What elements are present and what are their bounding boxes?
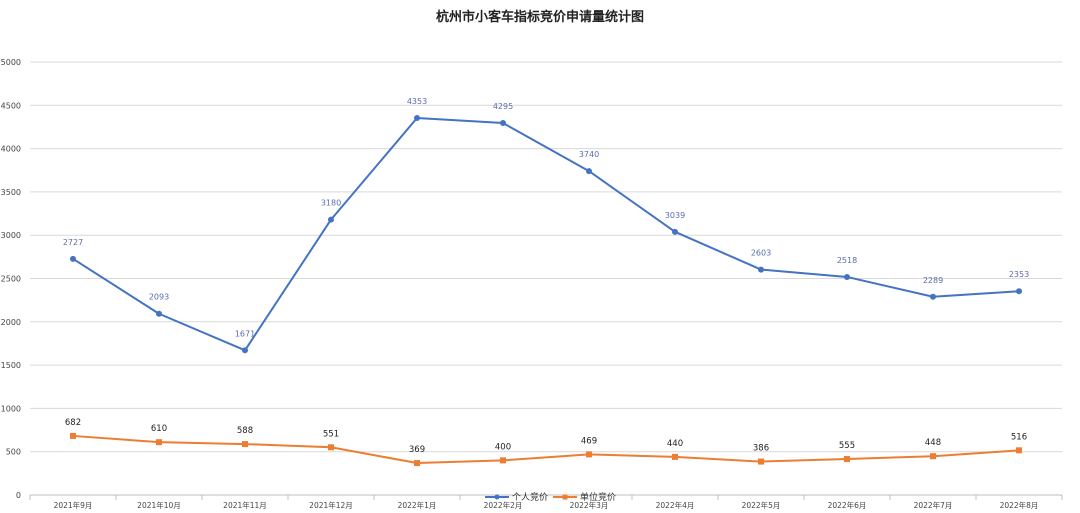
y-tick-label: 1000	[1, 404, 21, 413]
data-labels: 2727 2093 1671 3180 4353 4295 3740 3039 2603 2518…	[63, 97, 1029, 455]
y-tick-label: 4500	[1, 101, 21, 110]
data-label: 2353	[1009, 270, 1029, 279]
data-point	[328, 216, 334, 223]
x-tick-label: 2022年7月	[914, 500, 953, 510]
data-label: 440	[667, 439, 683, 449]
data-label: 516	[1011, 432, 1027, 442]
legend-marker	[562, 494, 568, 500]
data-point	[500, 120, 506, 127]
x-tick-label: 2022年8月	[1000, 500, 1039, 510]
x-tick-label: 2022年5月	[742, 500, 781, 510]
data-point	[758, 458, 764, 465]
data-label: 469	[581, 436, 597, 446]
data-point	[242, 441, 248, 448]
data-label: 682	[65, 418, 81, 428]
data-point	[156, 310, 162, 317]
y-tick-label: 0	[16, 491, 21, 500]
data-point	[70, 432, 76, 439]
data-point	[414, 115, 420, 122]
data-point	[930, 453, 936, 460]
data-label: 3740	[579, 150, 599, 159]
data-point	[1016, 447, 1022, 454]
data-label: 588	[237, 426, 253, 436]
data-point	[758, 266, 764, 273]
data-point	[844, 456, 850, 463]
data-point	[586, 168, 592, 175]
data-point	[1016, 288, 1022, 295]
y-tick-label: 1500	[1, 361, 21, 370]
series-lines	[70, 115, 1022, 467]
legend: 个人竞价 单位竞价	[485, 491, 616, 503]
data-label: 3180	[321, 199, 341, 208]
series-line	[72, 117, 1020, 352]
data-point	[672, 228, 678, 235]
x-tick-label: 2021年9月	[54, 500, 93, 510]
legend-label: 个人竞价	[512, 491, 548, 503]
data-label: 610	[151, 424, 167, 434]
data-label: 2727	[63, 238, 83, 247]
axes: 0 500 1000 1500 2000 2500 3000 3500 4000 4500 5000…	[1, 58, 1063, 510]
data-point	[156, 439, 162, 446]
x-tick-label: 2021年12月	[309, 500, 353, 510]
data-label: 448	[925, 438, 941, 448]
x-tick-label: 2021年11月	[223, 500, 267, 510]
y-tick-label: 2000	[1, 318, 21, 327]
data-label: 2603	[751, 249, 771, 258]
data-label: 555	[839, 441, 855, 451]
x-tick-label: 2022年3月	[570, 500, 609, 510]
gridlines	[30, 61, 1062, 496]
data-label: 386	[753, 444, 769, 454]
y-tick-label: 500	[6, 448, 21, 457]
data-label: 369	[409, 445, 425, 455]
data-point	[672, 453, 678, 460]
data-point	[930, 293, 936, 300]
data-label: 2289	[923, 276, 943, 285]
y-tick-label: 3000	[1, 231, 21, 240]
data-label: 2518	[837, 256, 857, 265]
x-tick-label: 2021年10月	[137, 500, 181, 510]
data-point	[500, 457, 506, 464]
legend-marker	[494, 494, 500, 500]
x-tick-label: 2022年6月	[828, 500, 867, 510]
x-tick-label: 2022年4月	[656, 500, 695, 510]
chart-title: 杭州市小客车指标竞价申请量统计图	[435, 10, 644, 25]
data-point	[242, 347, 248, 354]
legend-label: 单位竞价	[580, 491, 616, 503]
data-label: 400	[495, 442, 511, 452]
data-point	[328, 444, 334, 451]
x-tick-label: 2022年2月	[484, 500, 523, 510]
data-label: 2093	[149, 293, 169, 302]
data-label: 551	[323, 429, 339, 439]
data-point	[844, 273, 850, 280]
y-tick-label: 4000	[1, 145, 21, 154]
data-point	[414, 460, 420, 467]
data-point	[586, 451, 592, 458]
series-line	[72, 434, 1020, 465]
data-point	[70, 255, 76, 262]
data-label: 3039	[665, 211, 685, 220]
y-tick-label: 2500	[1, 275, 21, 284]
data-label: 1671	[235, 329, 255, 338]
y-tick-label: 5000	[1, 58, 21, 67]
data-label: 4295	[493, 102, 513, 111]
y-tick-label: 3500	[1, 188, 21, 197]
data-label: 4353	[407, 97, 427, 106]
x-tick-label: 2022年1月	[398, 500, 437, 510]
